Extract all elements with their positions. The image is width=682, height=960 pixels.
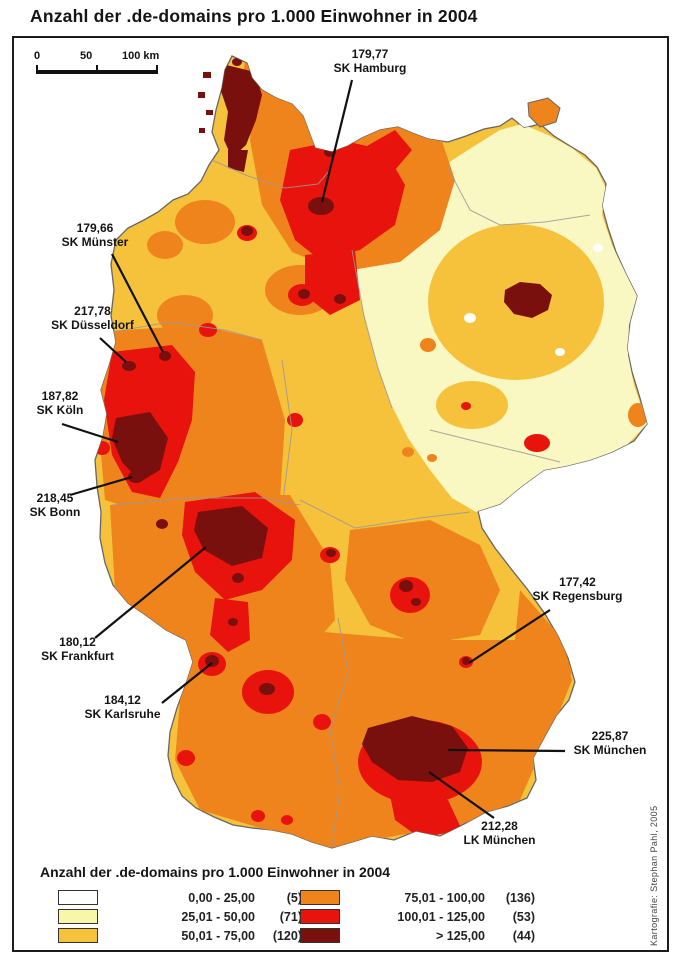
hamburg-city-area bbox=[308, 197, 334, 215]
callout-regensburg: 177,42 SK Regensburg bbox=[532, 575, 623, 603]
legend-title: Anzahl der .de-domains pro 1.000 Einwohn… bbox=[40, 864, 391, 880]
dresden-red bbox=[524, 434, 550, 452]
legend-swatch-75-100 bbox=[300, 890, 340, 905]
muenster-city-area bbox=[159, 351, 171, 361]
legend-swatch-0-25 bbox=[58, 890, 98, 905]
scale-label-50: 50 bbox=[80, 50, 93, 62]
berlin-city-area bbox=[504, 282, 552, 318]
leader-line-sk-muenchen bbox=[447, 748, 566, 753]
scale-label-0: 0 bbox=[34, 50, 41, 62]
ruegen-island bbox=[527, 97, 561, 128]
scale-bar: 0 50 100 km bbox=[34, 50, 184, 75]
legend-swatch-25-50 bbox=[58, 909, 98, 924]
regensburg-city-area bbox=[462, 657, 470, 665]
legend-swatch-50-75 bbox=[58, 928, 98, 943]
leader-line-hamburg bbox=[320, 79, 354, 203]
legend-swatch-100-125 bbox=[300, 909, 340, 924]
choropleth-regions bbox=[95, 58, 647, 848]
leader-lines bbox=[61, 79, 566, 819]
frankfurt-area bbox=[194, 506, 268, 566]
callout-lk-muenchen: 212,28 LK München bbox=[463, 819, 536, 847]
callout-karlsruhe: 184,12 SK Karlsruhe bbox=[84, 693, 161, 721]
hamburg-region-red bbox=[280, 140, 405, 260]
page-title: Anzahl der .de-domains pro 1.000 Einwohn… bbox=[30, 6, 478, 26]
callout-duesseldorf: 217,78 SK Düsseldorf bbox=[51, 304, 134, 332]
legend-swatch-over-125 bbox=[300, 928, 340, 943]
north-frisian-islands bbox=[198, 72, 561, 133]
leader-line-bonn bbox=[69, 475, 133, 497]
scale-label-100: 100 km bbox=[122, 50, 160, 62]
callout-muenster: 179,66 SK Münster bbox=[61, 221, 129, 249]
leader-line-karlsruhe bbox=[161, 662, 213, 704]
callout-sk-muenchen: 225,87 SK München bbox=[573, 729, 647, 757]
nordfriesland-maroon bbox=[220, 64, 262, 158]
munich-city-area bbox=[362, 716, 468, 782]
callout-frankfurt: 180,12 SK Frankfurt bbox=[41, 635, 114, 663]
leader-line-koeln bbox=[61, 422, 119, 444]
leader-line-frankfurt bbox=[94, 546, 207, 639]
leader-line-muenster bbox=[111, 253, 164, 353]
karlsruhe-city-area bbox=[205, 655, 219, 667]
cologne-bonn-area bbox=[112, 412, 168, 482]
callout-koeln: 187,82 SK Köln bbox=[36, 389, 84, 417]
scale-bar-line bbox=[34, 65, 184, 75]
cartographer-credit: Kartografie: Stephan Pahl, 2005 bbox=[649, 805, 659, 947]
callout-bonn: 218,45 SK Bonn bbox=[29, 491, 81, 519]
leader-line-lk-muenchen bbox=[428, 771, 495, 819]
leader-line-regensburg bbox=[468, 609, 551, 664]
duesseldorf-city-area bbox=[122, 361, 136, 371]
leader-line-duesseldorf bbox=[99, 337, 127, 363]
callout-hamburg: 179,77 SK Hamburg bbox=[333, 47, 407, 75]
